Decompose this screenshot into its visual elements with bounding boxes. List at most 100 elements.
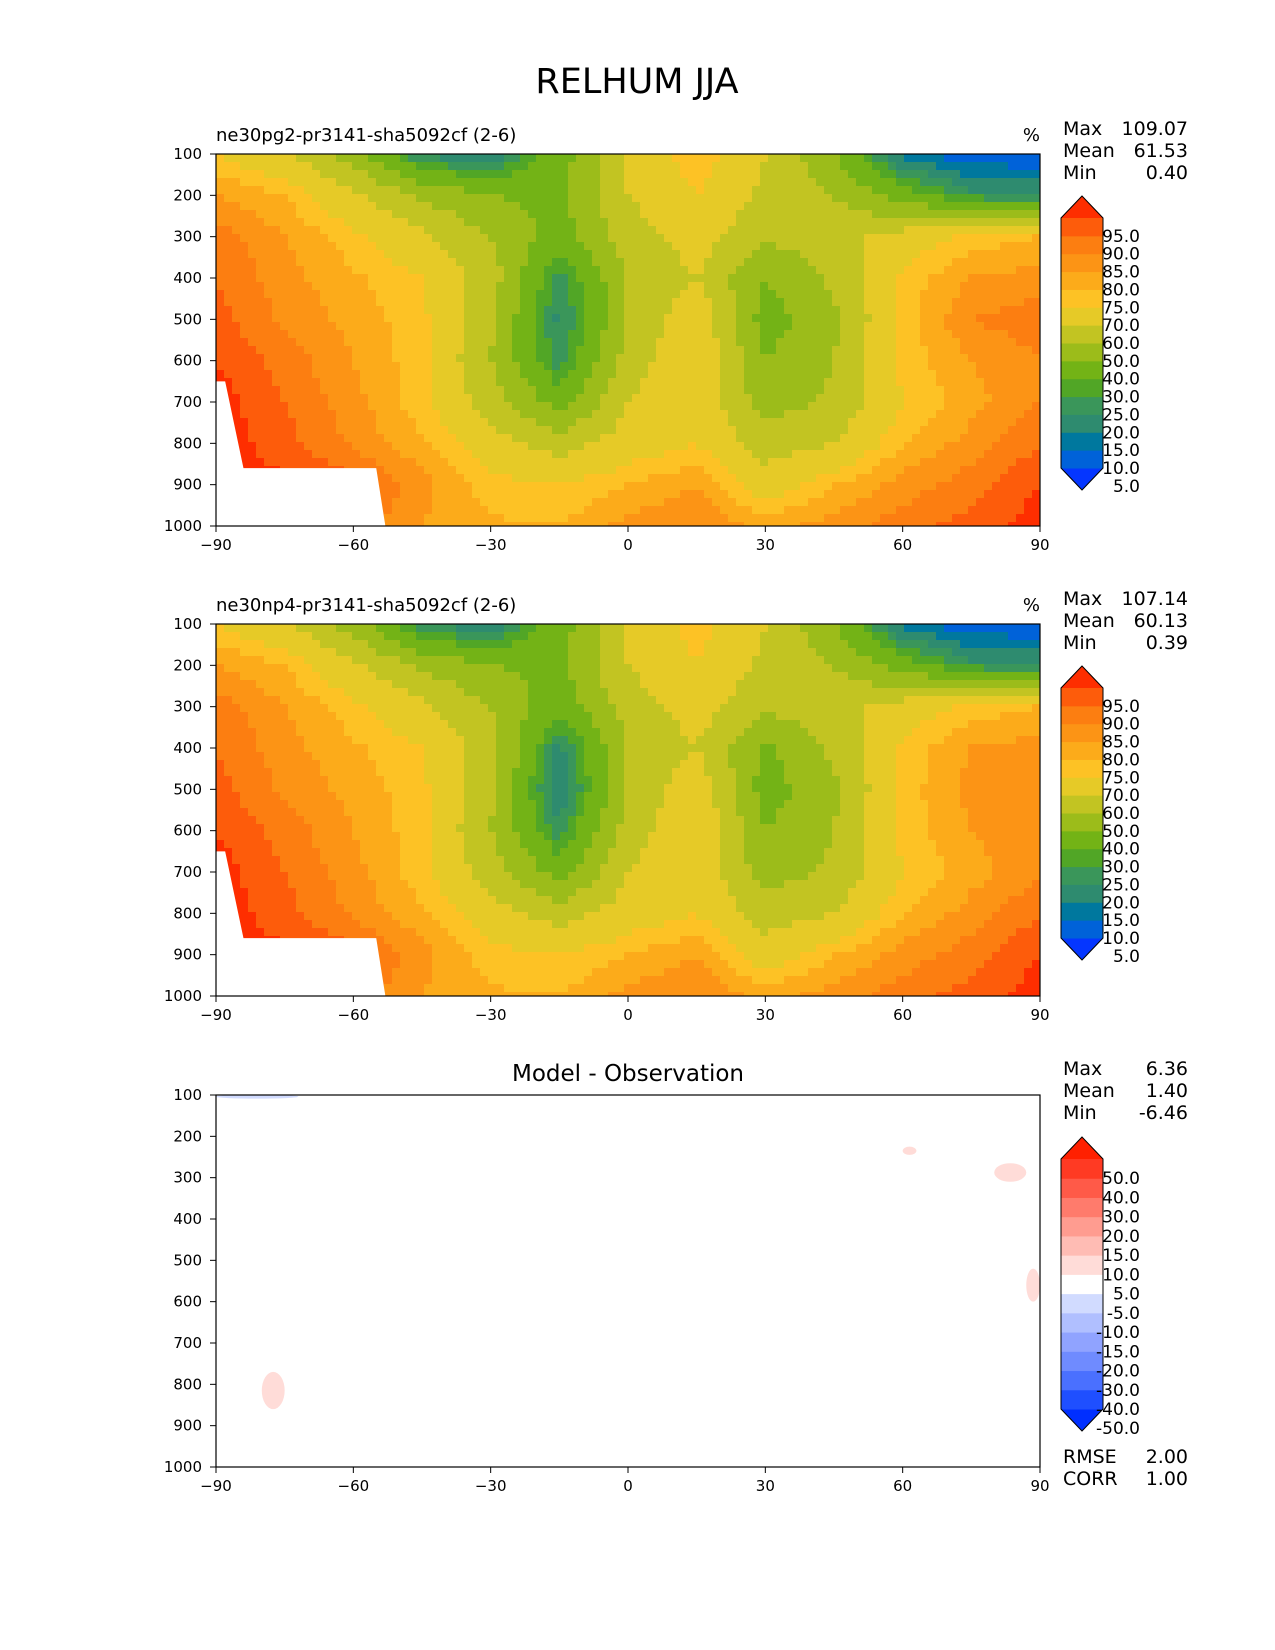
contour-cell bbox=[800, 338, 809, 347]
contour-cell bbox=[800, 498, 809, 507]
contour-cell bbox=[496, 274, 505, 283]
contour-cell bbox=[424, 434, 433, 443]
contour-cell bbox=[304, 178, 313, 187]
contour-cell bbox=[648, 394, 657, 403]
contour-cell bbox=[528, 442, 537, 451]
contour-cell bbox=[960, 466, 969, 475]
contour-cell bbox=[504, 624, 513, 633]
contour-cell bbox=[696, 282, 705, 291]
contour-cell bbox=[376, 242, 385, 251]
contour-cell bbox=[856, 178, 865, 187]
contour-cell bbox=[288, 170, 297, 179]
contour-cell bbox=[632, 322, 641, 331]
contour-cell bbox=[760, 258, 769, 267]
contour-cell bbox=[536, 394, 545, 403]
contour-cell bbox=[488, 162, 497, 171]
contour-cell bbox=[248, 178, 257, 187]
contour-cell bbox=[712, 162, 721, 171]
contour-cell bbox=[816, 282, 825, 291]
contour-cell bbox=[712, 370, 721, 379]
contour-cell bbox=[936, 378, 945, 387]
contour-cell bbox=[648, 234, 657, 243]
contour-cell bbox=[720, 434, 729, 443]
contour-cell bbox=[712, 266, 721, 275]
contour-cell bbox=[928, 154, 937, 163]
contour-cell bbox=[1032, 186, 1040, 195]
contour-cell bbox=[656, 458, 665, 467]
contour-cell bbox=[1016, 378, 1025, 387]
contour-cell bbox=[360, 314, 369, 323]
contour-cell bbox=[512, 458, 521, 467]
contour-cell bbox=[416, 234, 425, 243]
contour-cell bbox=[616, 202, 625, 211]
contour-cell bbox=[328, 378, 337, 387]
contour-cell bbox=[576, 162, 585, 171]
contour-cell bbox=[752, 330, 761, 339]
contour-cell bbox=[648, 418, 657, 427]
contour-cell bbox=[384, 514, 393, 523]
contour-cell bbox=[760, 306, 769, 315]
contour-cell bbox=[664, 162, 673, 171]
contour-cell bbox=[664, 394, 673, 403]
contour-cell bbox=[904, 290, 913, 299]
contour-cell bbox=[880, 370, 889, 379]
contour-cell bbox=[512, 330, 521, 339]
contour-cell bbox=[504, 178, 513, 187]
contour-cell bbox=[392, 458, 401, 467]
contour-cell bbox=[960, 218, 969, 227]
contour-cell bbox=[584, 354, 593, 363]
contour-cell bbox=[632, 274, 641, 283]
contour-cell bbox=[624, 378, 633, 387]
contour-cell bbox=[360, 210, 369, 219]
contour-cell bbox=[456, 458, 465, 467]
contour-cell bbox=[680, 202, 689, 211]
contour-cell bbox=[456, 274, 465, 283]
contour-cell bbox=[984, 394, 993, 403]
contour-cell bbox=[760, 410, 769, 419]
contour-cell bbox=[344, 426, 353, 435]
contour-cell bbox=[656, 490, 665, 499]
contour-cell bbox=[904, 370, 913, 379]
contour-cell bbox=[576, 250, 585, 259]
contour-cell bbox=[584, 434, 593, 443]
contour-cell bbox=[320, 234, 329, 243]
contour-cell bbox=[376, 282, 385, 291]
contour-cell bbox=[744, 202, 753, 211]
contour-cell bbox=[840, 218, 849, 227]
contour-cell bbox=[928, 522, 937, 526]
contour-cell bbox=[472, 514, 481, 523]
contour-cell bbox=[280, 274, 289, 283]
contour-cell bbox=[368, 450, 377, 459]
contour-cell bbox=[696, 418, 705, 427]
contour-cell bbox=[664, 346, 673, 355]
contour-cell bbox=[256, 624, 265, 633]
contour-cell bbox=[824, 498, 833, 507]
contour-cell bbox=[736, 466, 745, 475]
contour-cell bbox=[272, 210, 281, 219]
contour-cell bbox=[432, 498, 441, 507]
contour-cell bbox=[792, 170, 801, 179]
contour-cell bbox=[776, 458, 785, 467]
contour-cell bbox=[608, 186, 617, 195]
contour-cell bbox=[864, 346, 873, 355]
contour-cell bbox=[520, 490, 529, 499]
contour-cell bbox=[280, 226, 289, 235]
contour-cell bbox=[752, 458, 761, 467]
contour-cell bbox=[384, 242, 393, 251]
contour-cell bbox=[888, 458, 897, 467]
contour-cell bbox=[648, 202, 657, 211]
contour-cell bbox=[248, 298, 257, 307]
contour-cell bbox=[704, 186, 713, 195]
contour-cell bbox=[296, 258, 305, 267]
contour-cell bbox=[672, 234, 681, 243]
contour-cell bbox=[688, 274, 697, 283]
contour-cell bbox=[256, 162, 265, 171]
contour-cell bbox=[472, 354, 481, 363]
contour-cell bbox=[768, 386, 777, 395]
contour-cell bbox=[368, 202, 377, 211]
contour-cell bbox=[664, 514, 673, 523]
contour-cell bbox=[944, 450, 953, 459]
contour-cell bbox=[296, 434, 305, 443]
contour-cell bbox=[760, 250, 769, 259]
contour-cell bbox=[464, 370, 473, 379]
